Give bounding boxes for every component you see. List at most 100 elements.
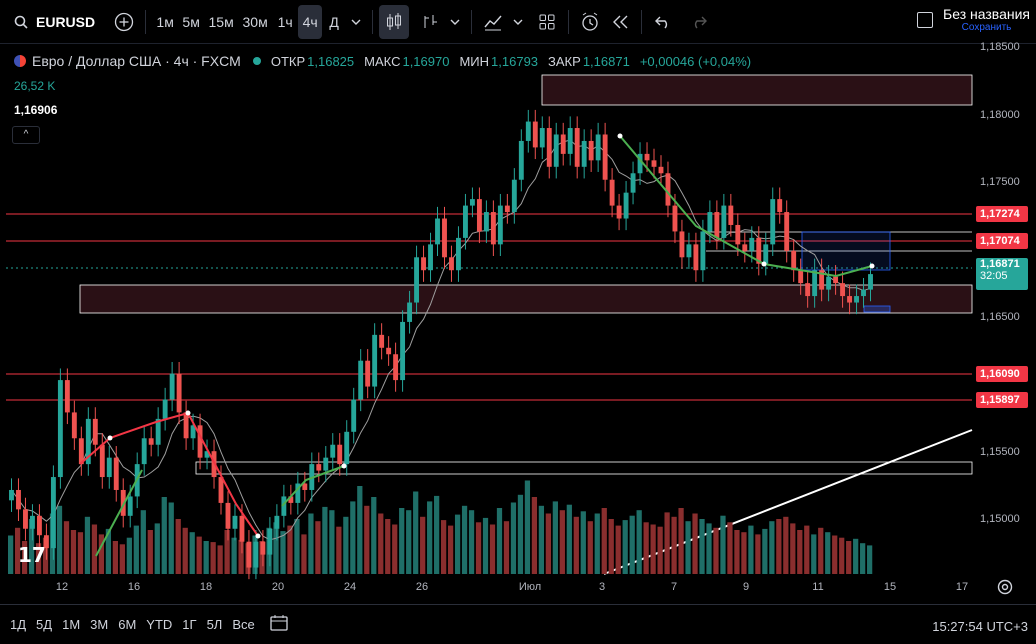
- alert-clock-icon[interactable]: [575, 5, 605, 39]
- volume-bar: [524, 480, 531, 574]
- volume-bar: [692, 513, 698, 574]
- current-price: 1,16871: [980, 258, 1020, 270]
- price-chart[interactable]: 17: [6, 44, 1036, 600]
- range-1y[interactable]: 1Г: [182, 617, 197, 632]
- volume-bar: [797, 530, 803, 574]
- time-tick: 15: [883, 581, 897, 593]
- time-tick: 12: [55, 581, 69, 593]
- change-value: +0,00046 (+0,04%): [639, 53, 752, 69]
- volume-bar: [643, 522, 649, 574]
- pattern-point: [341, 463, 347, 469]
- chart-area[interactable]: 17: [6, 44, 1036, 600]
- candle: [798, 270, 804, 284]
- redo-icon[interactable]: [684, 5, 714, 39]
- level-tag[interactable]: 1,16090: [976, 366, 1028, 382]
- divider: [372, 9, 374, 34]
- market-status-icon: [252, 57, 261, 65]
- range-5y[interactable]: 5Л: [206, 617, 223, 632]
- chart-legend: Евро / Доллар США · 4ч · FXCM ОТКР 1,168…: [14, 53, 761, 69]
- settings-gear-icon[interactable]: [996, 578, 1014, 596]
- candle: [462, 205, 468, 238]
- open-label: ОТКР: [270, 53, 306, 69]
- range-all[interactable]: Все: [232, 617, 255, 632]
- volume-bar: [399, 508, 405, 574]
- volume-bar: [853, 538, 859, 574]
- volume-bar: [441, 520, 447, 574]
- candle: [386, 347, 392, 355]
- level-tag[interactable]: 1,17074: [976, 233, 1028, 249]
- range-1m[interactable]: 1М: [62, 617, 81, 632]
- layout-grid-icon[interactable]: [532, 5, 562, 39]
- legend-title[interactable]: Евро / Доллар США · 4ч · FXCM: [32, 53, 241, 69]
- candle: [483, 212, 489, 232]
- range-6m[interactable]: 6М: [118, 617, 137, 632]
- candles-icon[interactable]: [379, 4, 410, 39]
- chevron-down-icon[interactable]: [445, 5, 465, 39]
- candle: [288, 496, 294, 503]
- level-tag[interactable]: 1,15897: [976, 392, 1028, 408]
- search-icon[interactable]: [10, 5, 32, 39]
- candle: [714, 212, 720, 238]
- candle: [784, 212, 790, 251]
- candle: [595, 134, 601, 161]
- volume-bar: [545, 513, 551, 574]
- bar-countdown: 32:05: [980, 270, 1008, 282]
- range-ytd[interactable]: YTD: [146, 617, 173, 632]
- volume-bar: [84, 516, 91, 574]
- range-1d[interactable]: 1Д: [10, 617, 27, 632]
- candle: [344, 431, 350, 465]
- volume-bar: [748, 525, 754, 574]
- range-3m[interactable]: 3М: [90, 617, 109, 632]
- replay-icon[interactable]: [605, 5, 635, 39]
- price-tick: 1,18500: [980, 41, 1020, 53]
- time-tick: Июл: [518, 581, 542, 593]
- volume-bar: [503, 521, 510, 574]
- candle: [721, 205, 727, 238]
- interval-30m[interactable]: 30м: [242, 13, 268, 30]
- volume-bar: [587, 521, 593, 574]
- chevron-down-icon[interactable]: [346, 5, 366, 39]
- indicators-icon[interactable]: [415, 5, 445, 39]
- volume-bar: [755, 534, 761, 574]
- volume-bar: [182, 527, 188, 574]
- clock[interactable]: 15:27:54 UTC+3: [932, 619, 1028, 634]
- calendar-icon[interactable]: [269, 614, 289, 635]
- candle: [78, 438, 84, 465]
- candle: [337, 444, 343, 465]
- volume-bar: [350, 501, 356, 574]
- chart-type-icon[interactable]: [478, 5, 508, 39]
- collapse-legend-button[interactable]: ^: [12, 126, 40, 144]
- volume-bar: [378, 513, 384, 574]
- symbol-button[interactable]: EURUSD: [36, 13, 96, 30]
- candle: [504, 205, 510, 213]
- save-link[interactable]: Сохранить: [961, 22, 1012, 33]
- volume-bar: [475, 522, 482, 574]
- interval-5m[interactable]: 5м: [182, 13, 200, 30]
- volume-bar: [189, 532, 195, 574]
- interval-15m[interactable]: 15м: [208, 13, 234, 30]
- volume-bar: [14, 527, 21, 574]
- volume-bar: [294, 519, 300, 574]
- volume-bar: [566, 504, 572, 574]
- interval-4h[interactable]: 4ч: [298, 4, 323, 39]
- candle: [155, 418, 161, 445]
- chevron-down-icon[interactable]: [508, 5, 528, 39]
- volume-bar: [734, 530, 740, 574]
- volume-bar: [615, 525, 621, 574]
- bottom-toolbar: 1Д 5Д 1М 3М 6М YTD 1Г 5Л Все 15:27:54 UT…: [0, 604, 1036, 644]
- undo-icon[interactable]: [648, 5, 678, 39]
- interval-1h[interactable]: 1ч: [277, 13, 293, 30]
- level-tag[interactable]: 1,17274: [976, 206, 1028, 222]
- volume-bar: [371, 497, 377, 574]
- interval-1m[interactable]: 1м: [156, 13, 174, 30]
- add-symbol-icon[interactable]: [109, 5, 139, 39]
- volume-bar: [580, 511, 586, 574]
- candle: [868, 274, 873, 290]
- range-5d[interactable]: 5Д: [36, 617, 53, 632]
- layout-checkbox-icon[interactable]: [917, 12, 934, 28]
- volume-bar: [706, 523, 712, 574]
- layout-save[interactable]: Без названия Сохранить: [917, 6, 1030, 34]
- candle: [756, 237, 762, 264]
- interval-1d[interactable]: Д: [329, 13, 339, 30]
- candle: [630, 173, 636, 193]
